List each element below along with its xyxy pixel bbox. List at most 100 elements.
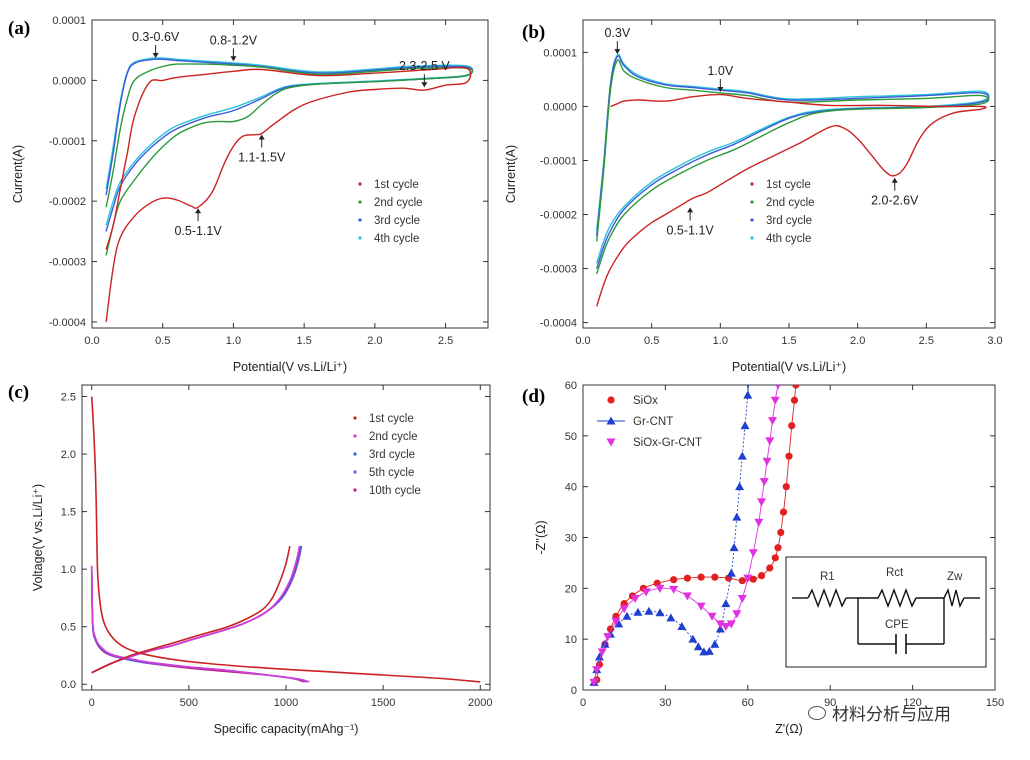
annotation-arrowhead (614, 49, 621, 55)
panel-label-b: (b) (522, 22, 545, 43)
data-point (655, 584, 665, 593)
legend-label: 1st cycle (374, 179, 419, 191)
annotation-label: 0.5-1.1V (666, 223, 714, 237)
plot-frame-b (582, 19, 996, 329)
legend-marker (353, 434, 357, 438)
data-point (655, 608, 665, 617)
x-tick-label-c: 2000 (468, 697, 492, 709)
x-tick-label-d: 30 (659, 697, 671, 709)
legend-label: 1st cycle (369, 413, 414, 425)
data-point (721, 622, 731, 631)
legend-marker (750, 200, 754, 204)
data-point (770, 396, 780, 405)
data-point (740, 421, 750, 430)
data-point (644, 606, 654, 615)
data-point (670, 576, 678, 584)
y-axis-label-c: Voltage(V vs.Li/Li⁺) (31, 484, 45, 591)
legend-marker (353, 470, 357, 474)
series-line-1st-cycle-charge (91, 545, 291, 674)
data-point (711, 573, 719, 581)
panel-label-d: (d) (522, 386, 545, 407)
x-tick-label-a: 2.5 (438, 335, 453, 347)
y-tick-label-b: 0.0000 (543, 101, 577, 113)
x-tick-label-b: 2.5 (919, 335, 934, 347)
y-tick-label-d: 40 (565, 482, 577, 494)
legend-marker (750, 182, 754, 186)
data-point (757, 572, 766, 580)
data-point (735, 482, 745, 491)
legend-label: Gr-CNT (633, 416, 673, 428)
data-point (785, 452, 793, 460)
data-point (630, 595, 640, 603)
data-point (743, 574, 753, 583)
legend-label: SiOx (633, 395, 658, 407)
legend-marker (358, 182, 362, 186)
x-axis-label-a: Potential(V vs.Li/Li⁺) (233, 360, 347, 374)
y-tick-label-b: -0.0003 (540, 264, 577, 276)
y-tick-label-a: -0.0003 (49, 257, 86, 269)
legend-marker (606, 416, 616, 425)
x-tick-label-a: 0.0 (84, 335, 99, 347)
equivalent-circuit-inset: R1 Rct Zw CPE (785, 556, 987, 668)
data-point (737, 595, 747, 603)
data-point (788, 422, 796, 430)
plot-frame-a (91, 19, 489, 329)
data-point (710, 639, 720, 648)
watermark-text: 材料分析与应用 (832, 705, 951, 725)
data-point (592, 666, 602, 675)
series-line-2nd-cycle-charge (91, 545, 301, 674)
data-point (748, 549, 758, 558)
annotation-arrowhead (687, 207, 694, 213)
x-tick-label-b: 3.0 (987, 335, 1002, 347)
data-point (732, 610, 742, 619)
y-tick-label-c: 1.0 (61, 564, 76, 576)
data-point (775, 385, 781, 390)
data-point (774, 544, 782, 552)
x-tick-label-c: 500 (180, 697, 198, 709)
x-tick-label-a: 1.0 (226, 335, 241, 347)
legend-marker (353, 488, 357, 492)
y-tick-label-c: 0.5 (61, 622, 76, 634)
data-point (594, 652, 604, 661)
data-point (765, 437, 775, 446)
legend-marker (606, 438, 616, 447)
data-point (738, 577, 746, 585)
watermark: 材料分析与应用 (808, 700, 951, 725)
annotation-arrowhead (258, 134, 265, 140)
legend-label: 5th cycle (369, 467, 414, 479)
y-tick-label-c: 2.5 (61, 392, 76, 404)
legend-label: 3rd cycle (369, 449, 415, 461)
data-point (777, 528, 785, 537)
panel-label-a: (a) (8, 18, 30, 39)
circuit-label-r1: R1 (820, 571, 835, 583)
legend-label: 4th cycle (766, 233, 811, 245)
annotation-label: 0.3V (604, 26, 630, 40)
data-point (792, 385, 800, 389)
x-tick-label-b: 0.5 (644, 335, 659, 347)
y-tick-label-d: 0 (571, 685, 577, 697)
legend-label: 10th cycle (369, 485, 421, 497)
data-point (614, 619, 624, 628)
series-line-3rd-cycle (596, 55, 990, 269)
series-line-1st-cycle (596, 93, 987, 307)
annotation-arrowhead (891, 177, 898, 183)
legend-label: 3rd cycle (374, 215, 420, 227)
chart-panel-b: 0.0 0.5 1.0 1.5 2.0 2.5 3.0 0.0001 0.0000 -0.0001… (504, 19, 1003, 374)
series-line-2nd-cycle-discharge (90, 565, 310, 683)
y-tick-label-a: -0.0001 (49, 136, 86, 148)
x-tick-label-b: 1.5 (781, 335, 796, 347)
data-point (757, 498, 767, 507)
data-point (611, 617, 621, 626)
series-line-SiOx (596, 385, 797, 680)
data-point (669, 585, 679, 594)
series-line-1st-cycle (105, 66, 472, 323)
legend-label: 2nd cycle (766, 197, 815, 209)
y-tick-label-b: -0.0004 (540, 318, 577, 330)
data-point (715, 620, 725, 629)
series-line-2nd-cycle (105, 63, 474, 256)
data-point (732, 512, 742, 521)
y-tick-label-d: 10 (565, 634, 577, 646)
data-point (759, 478, 769, 487)
annotation-label: 2.0-2.6V (871, 194, 919, 208)
